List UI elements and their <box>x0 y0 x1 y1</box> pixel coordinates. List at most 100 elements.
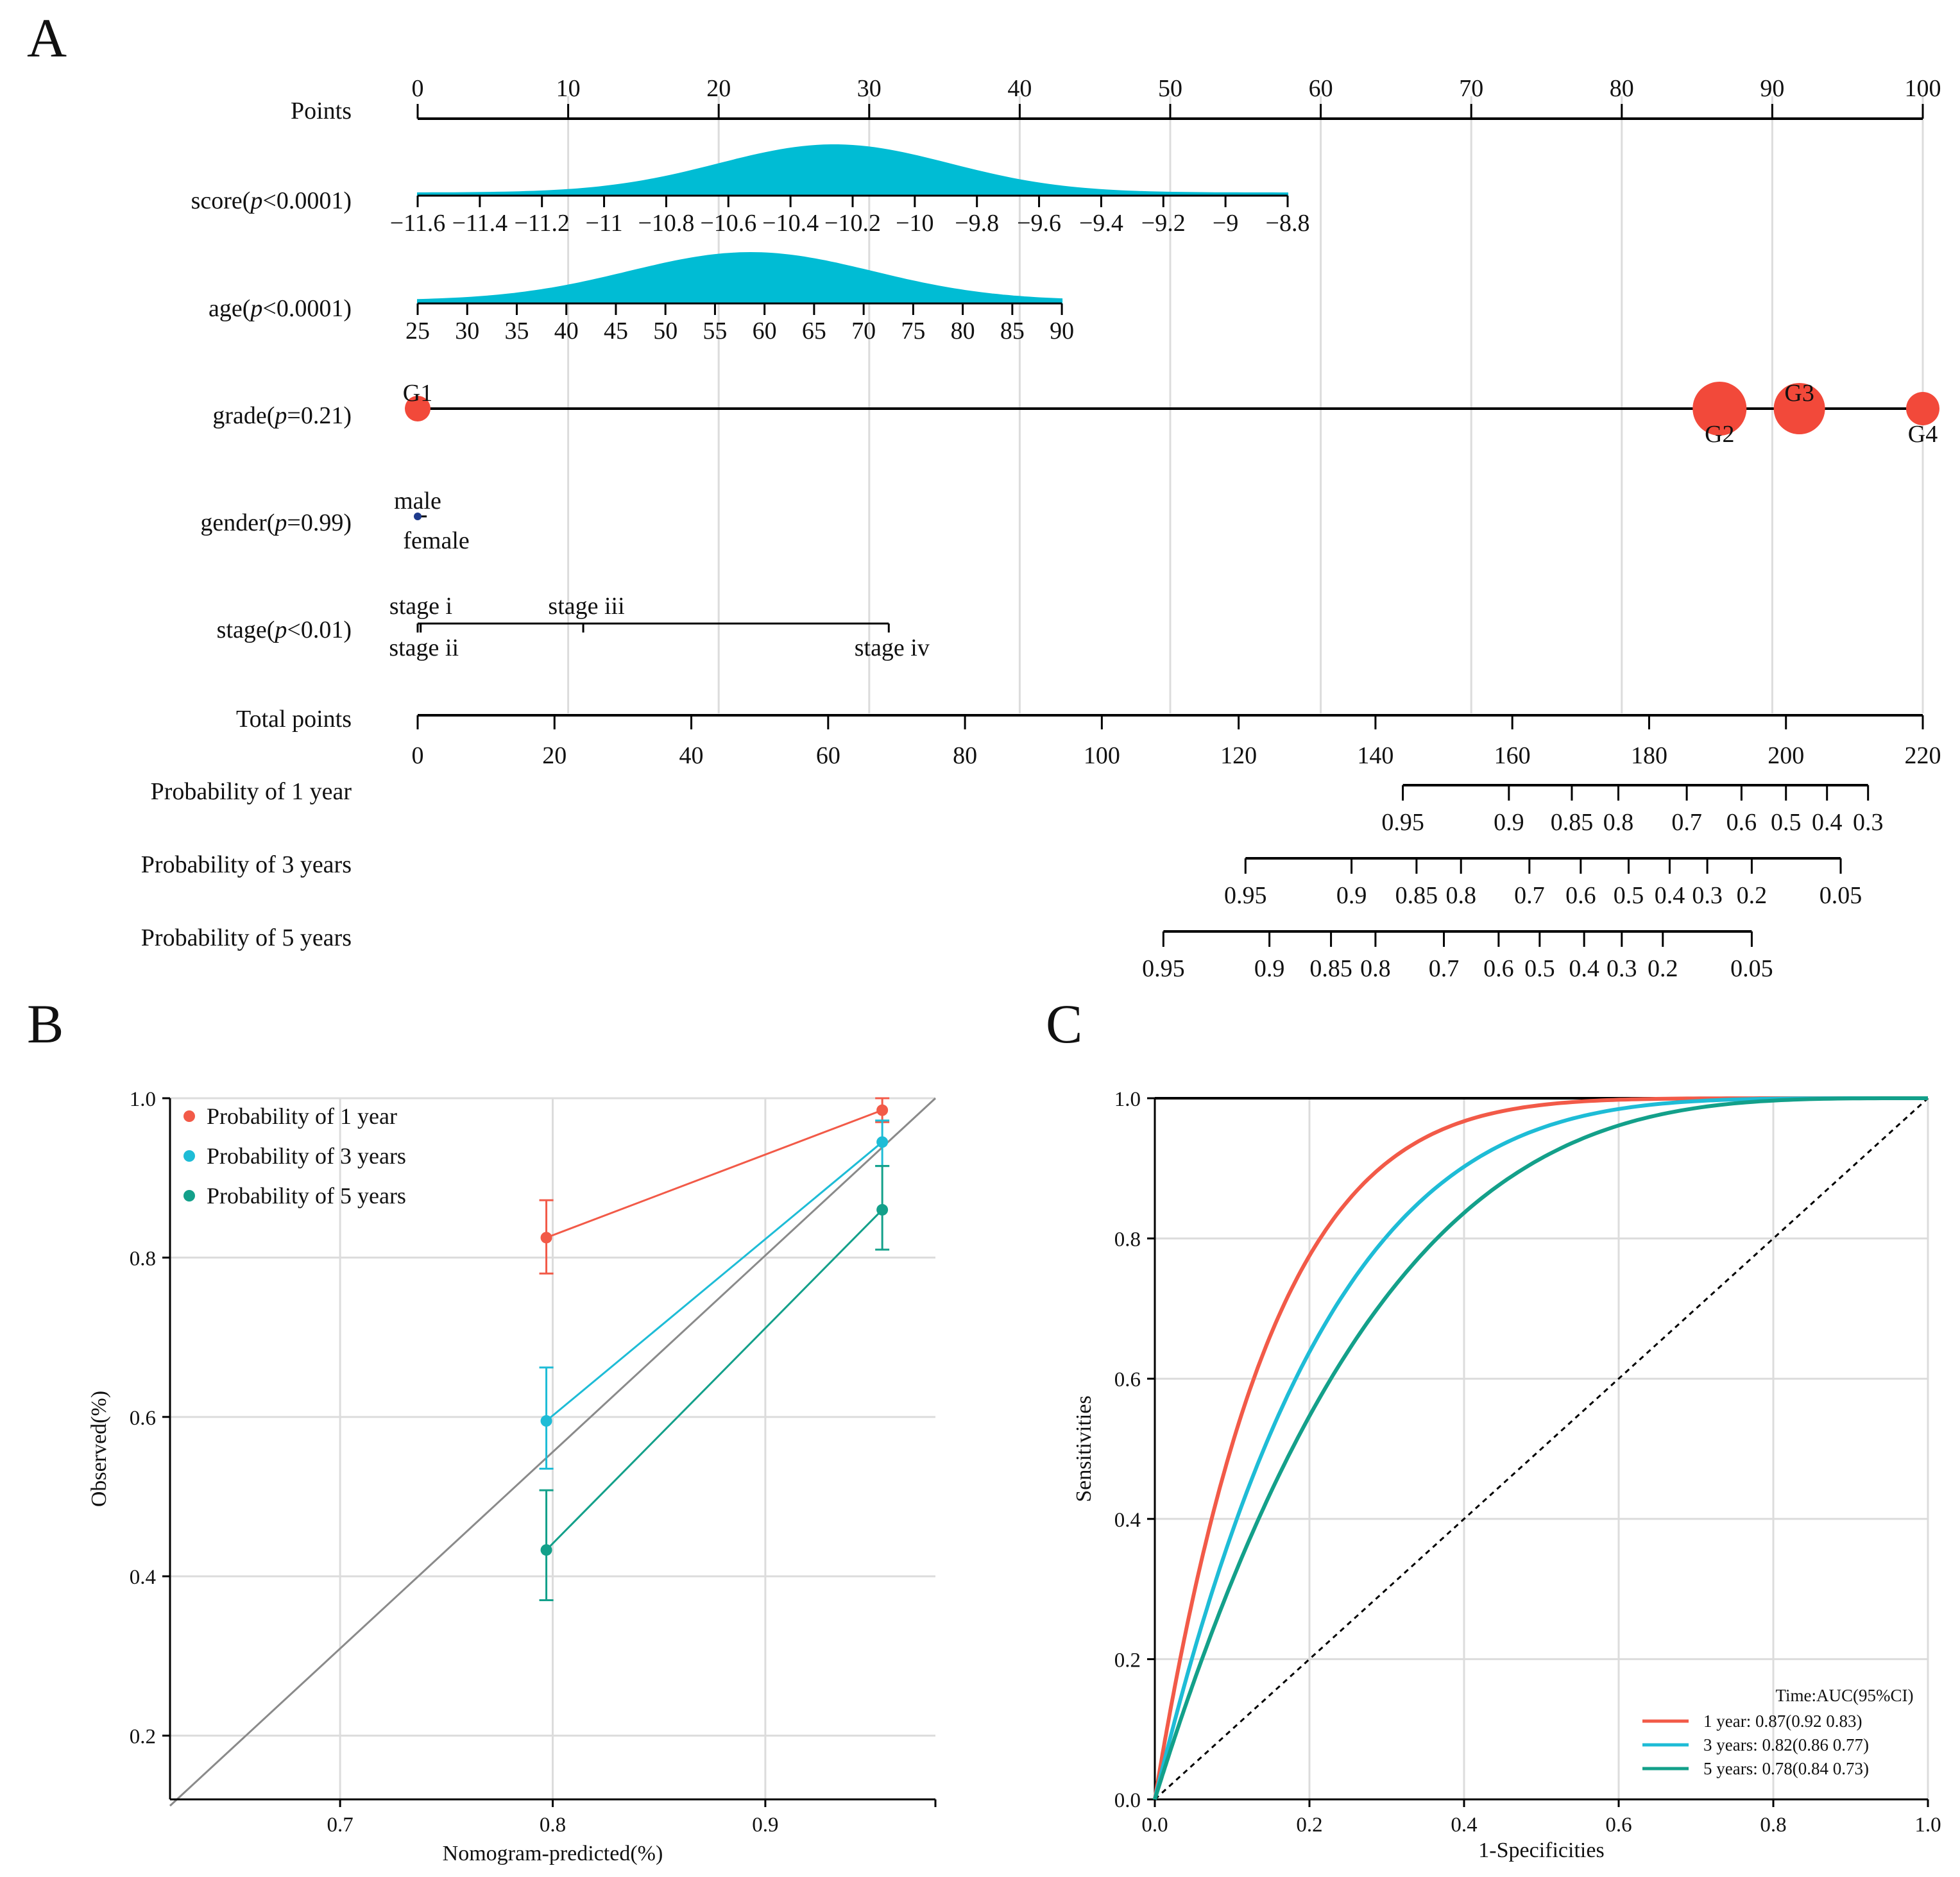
stage-label: stage(p<0.01) <box>217 616 352 643</box>
score-label: score(p<0.0001) <box>191 187 352 214</box>
grade-dot-g1 <box>405 396 430 421</box>
score-label-main: score( <box>191 187 251 214</box>
prob_3yr-tick-label: 0.5 <box>1614 882 1644 909</box>
calibration-chart: 0.2 0.4 0.6 0.8 1.0 0.7 0.8 0.9 Nomogram-predict… <box>87 1088 937 1865</box>
roc-x-tick-label: 0.0 <box>1141 1813 1168 1837</box>
prob_5yr-tick-label: 0.05 <box>1730 955 1773 982</box>
score-tick-label: −9.2 <box>1141 210 1186 237</box>
age-label-rest: <0.0001) <box>262 295 352 322</box>
prob_3yr-tick-label: 0.4 <box>1655 882 1685 909</box>
stage-level-label: stage iii <box>548 593 624 620</box>
age-label-p: p <box>248 295 262 322</box>
stage-label-rest: <0.01) <box>287 616 352 643</box>
total-points-tick-label: 20 <box>542 742 567 769</box>
prob_1yr-tick-label: 0.4 <box>1812 809 1843 836</box>
calib-legend-marker-2 <box>183 1190 195 1202</box>
roc-diagonal <box>1154 1097 1929 1801</box>
gender-level-label: male <box>394 488 441 514</box>
prob_5yr-tick-label: 0.7 <box>1429 955 1460 982</box>
roc-x-tick-label: 0.2 <box>1296 1813 1322 1837</box>
total-points-tick-label: 200 <box>1768 742 1804 769</box>
roc-x-tick-label: 1.0 <box>1914 1813 1941 1837</box>
roc-curve-2 <box>1153 1096 1928 1800</box>
points-tick-label: 40 <box>1007 75 1032 102</box>
score-label-rest: <0.0001) <box>262 187 352 214</box>
age-tick-label: 40 <box>554 318 579 344</box>
age-tick-label: 35 <box>504 318 529 344</box>
calib-point <box>540 1544 552 1556</box>
prob_5yr-tick-label: 0.85 <box>1309 955 1352 982</box>
prob_3yr-tick-label: 0.3 <box>1692 882 1723 909</box>
prob_5yr-tick-label: 0.4 <box>1569 955 1599 982</box>
nomogram-gridlines <box>567 96 1924 713</box>
prob_5yr-tick-label: 0.2 <box>1648 955 1678 982</box>
grade-level-label: G1 <box>403 380 432 407</box>
grade-label-main: grade( <box>212 402 275 429</box>
roc-chart: 0.0 0.2 0.4 0.6 0.8 1.0 0.0 0.2 0.4 0.6 0.8 1.0 1-Sp… <box>1072 1088 1941 1862</box>
roc-y-tick-label: 1.0 <box>1114 1088 1141 1111</box>
roc-x-tick-label: 0.8 <box>1760 1813 1786 1837</box>
score-label-p: p <box>248 187 262 214</box>
prob-5yr-label: Probability of 5 years <box>141 924 352 951</box>
roc-y-tick-label: 0.2 <box>1114 1649 1141 1672</box>
prob_3yr-tick-label: 0.9 <box>1336 882 1367 909</box>
score-tick-label: −10.4 <box>762 210 819 237</box>
calib-point <box>540 1232 552 1244</box>
prob_1yr-tick-label: 0.3 <box>1853 809 1884 836</box>
grade-dot-g4 <box>1906 392 1939 425</box>
prob_1yr-tick-label: 0.6 <box>1726 809 1757 836</box>
calib-y-axis-label: Observed(%) <box>87 1391 111 1507</box>
total-points-tick-label: 220 <box>1905 742 1941 769</box>
prob_1yr-tick-label: 0.7 <box>1671 809 1702 836</box>
nomogram-axes: 0 10 20 30 40 50 60 70 80 90 100 −11.6 −11.4 −11.2 −11… <box>389 75 1941 982</box>
score-tick-label: −11.4 <box>452 210 508 237</box>
gender-label-main: gender( <box>200 509 275 536</box>
calib-series-line-0 <box>546 1109 883 1239</box>
score-tick-label: −9.6 <box>1017 210 1061 237</box>
prob_3yr-tick-label: 0.85 <box>1395 882 1438 909</box>
stage-label-p: p <box>273 616 287 643</box>
prob_1yr-tick-label: 0.85 <box>1551 809 1594 836</box>
roc-y-axis-label: Sensitivities <box>1072 1395 1096 1502</box>
prob_3yr-tick-label: 0.7 <box>1514 882 1545 909</box>
calib-y-tick-label: 1.0 <box>130 1088 156 1111</box>
total-points-tick-label: 120 <box>1220 742 1257 769</box>
prob_3yr-tick-label: 0.6 <box>1565 882 1596 909</box>
roc-legend-title: Time:AUC(95%CI) <box>1775 1686 1913 1705</box>
age-tick-label: 25 <box>405 318 430 344</box>
points-tick-label: 50 <box>1158 75 1182 102</box>
age-tick-label: 45 <box>604 318 628 344</box>
calib-series-line-1 <box>545 1141 883 1422</box>
total-points-tick-label: 140 <box>1357 742 1393 769</box>
points-tick-label: 100 <box>1905 75 1941 102</box>
total-points-tick-label: 100 <box>1084 742 1120 769</box>
score-tick-label: −10.6 <box>700 210 756 237</box>
grade-label-p: p <box>273 402 287 429</box>
calib-point <box>876 1104 889 1116</box>
age-tick-label: 80 <box>951 318 975 344</box>
prob_5yr-tick-label: 0.6 <box>1483 955 1514 982</box>
points-tick-label: 30 <box>857 75 882 102</box>
grade-dot-g3 <box>1773 383 1825 434</box>
total-points-tick-label: 180 <box>1631 742 1667 769</box>
age-tick-label: 85 <box>1000 318 1025 344</box>
age-tick-label: 65 <box>802 318 826 344</box>
prob_5yr-tick-label: 0.95 <box>1142 955 1185 982</box>
prob_1yr-tick-label: 0.95 <box>1381 809 1424 836</box>
roc-legend-label: 5 years: 0.78(0.84 0.73) <box>1703 1759 1869 1778</box>
calib-x-tick-label: 0.8 <box>540 1813 566 1837</box>
age-label-main: age( <box>209 295 250 322</box>
age-tick-label: 90 <box>1050 318 1074 344</box>
total-points-tick-label: 80 <box>953 742 977 769</box>
calib-series-line-2 <box>545 1209 883 1551</box>
points-label: Points <box>291 98 352 124</box>
calib-point <box>540 1415 552 1427</box>
age-tick-label: 60 <box>753 318 777 344</box>
prob-3yr-label: Probability of 3 years <box>141 851 352 878</box>
grade-level-label: G2 <box>1705 421 1734 448</box>
prob_1yr-tick-label: 0.8 <box>1603 809 1634 836</box>
calib-y-tick-label: 0.8 <box>130 1247 156 1270</box>
total-points-label: Total points <box>236 706 352 733</box>
gender-label-p: p <box>273 509 287 536</box>
